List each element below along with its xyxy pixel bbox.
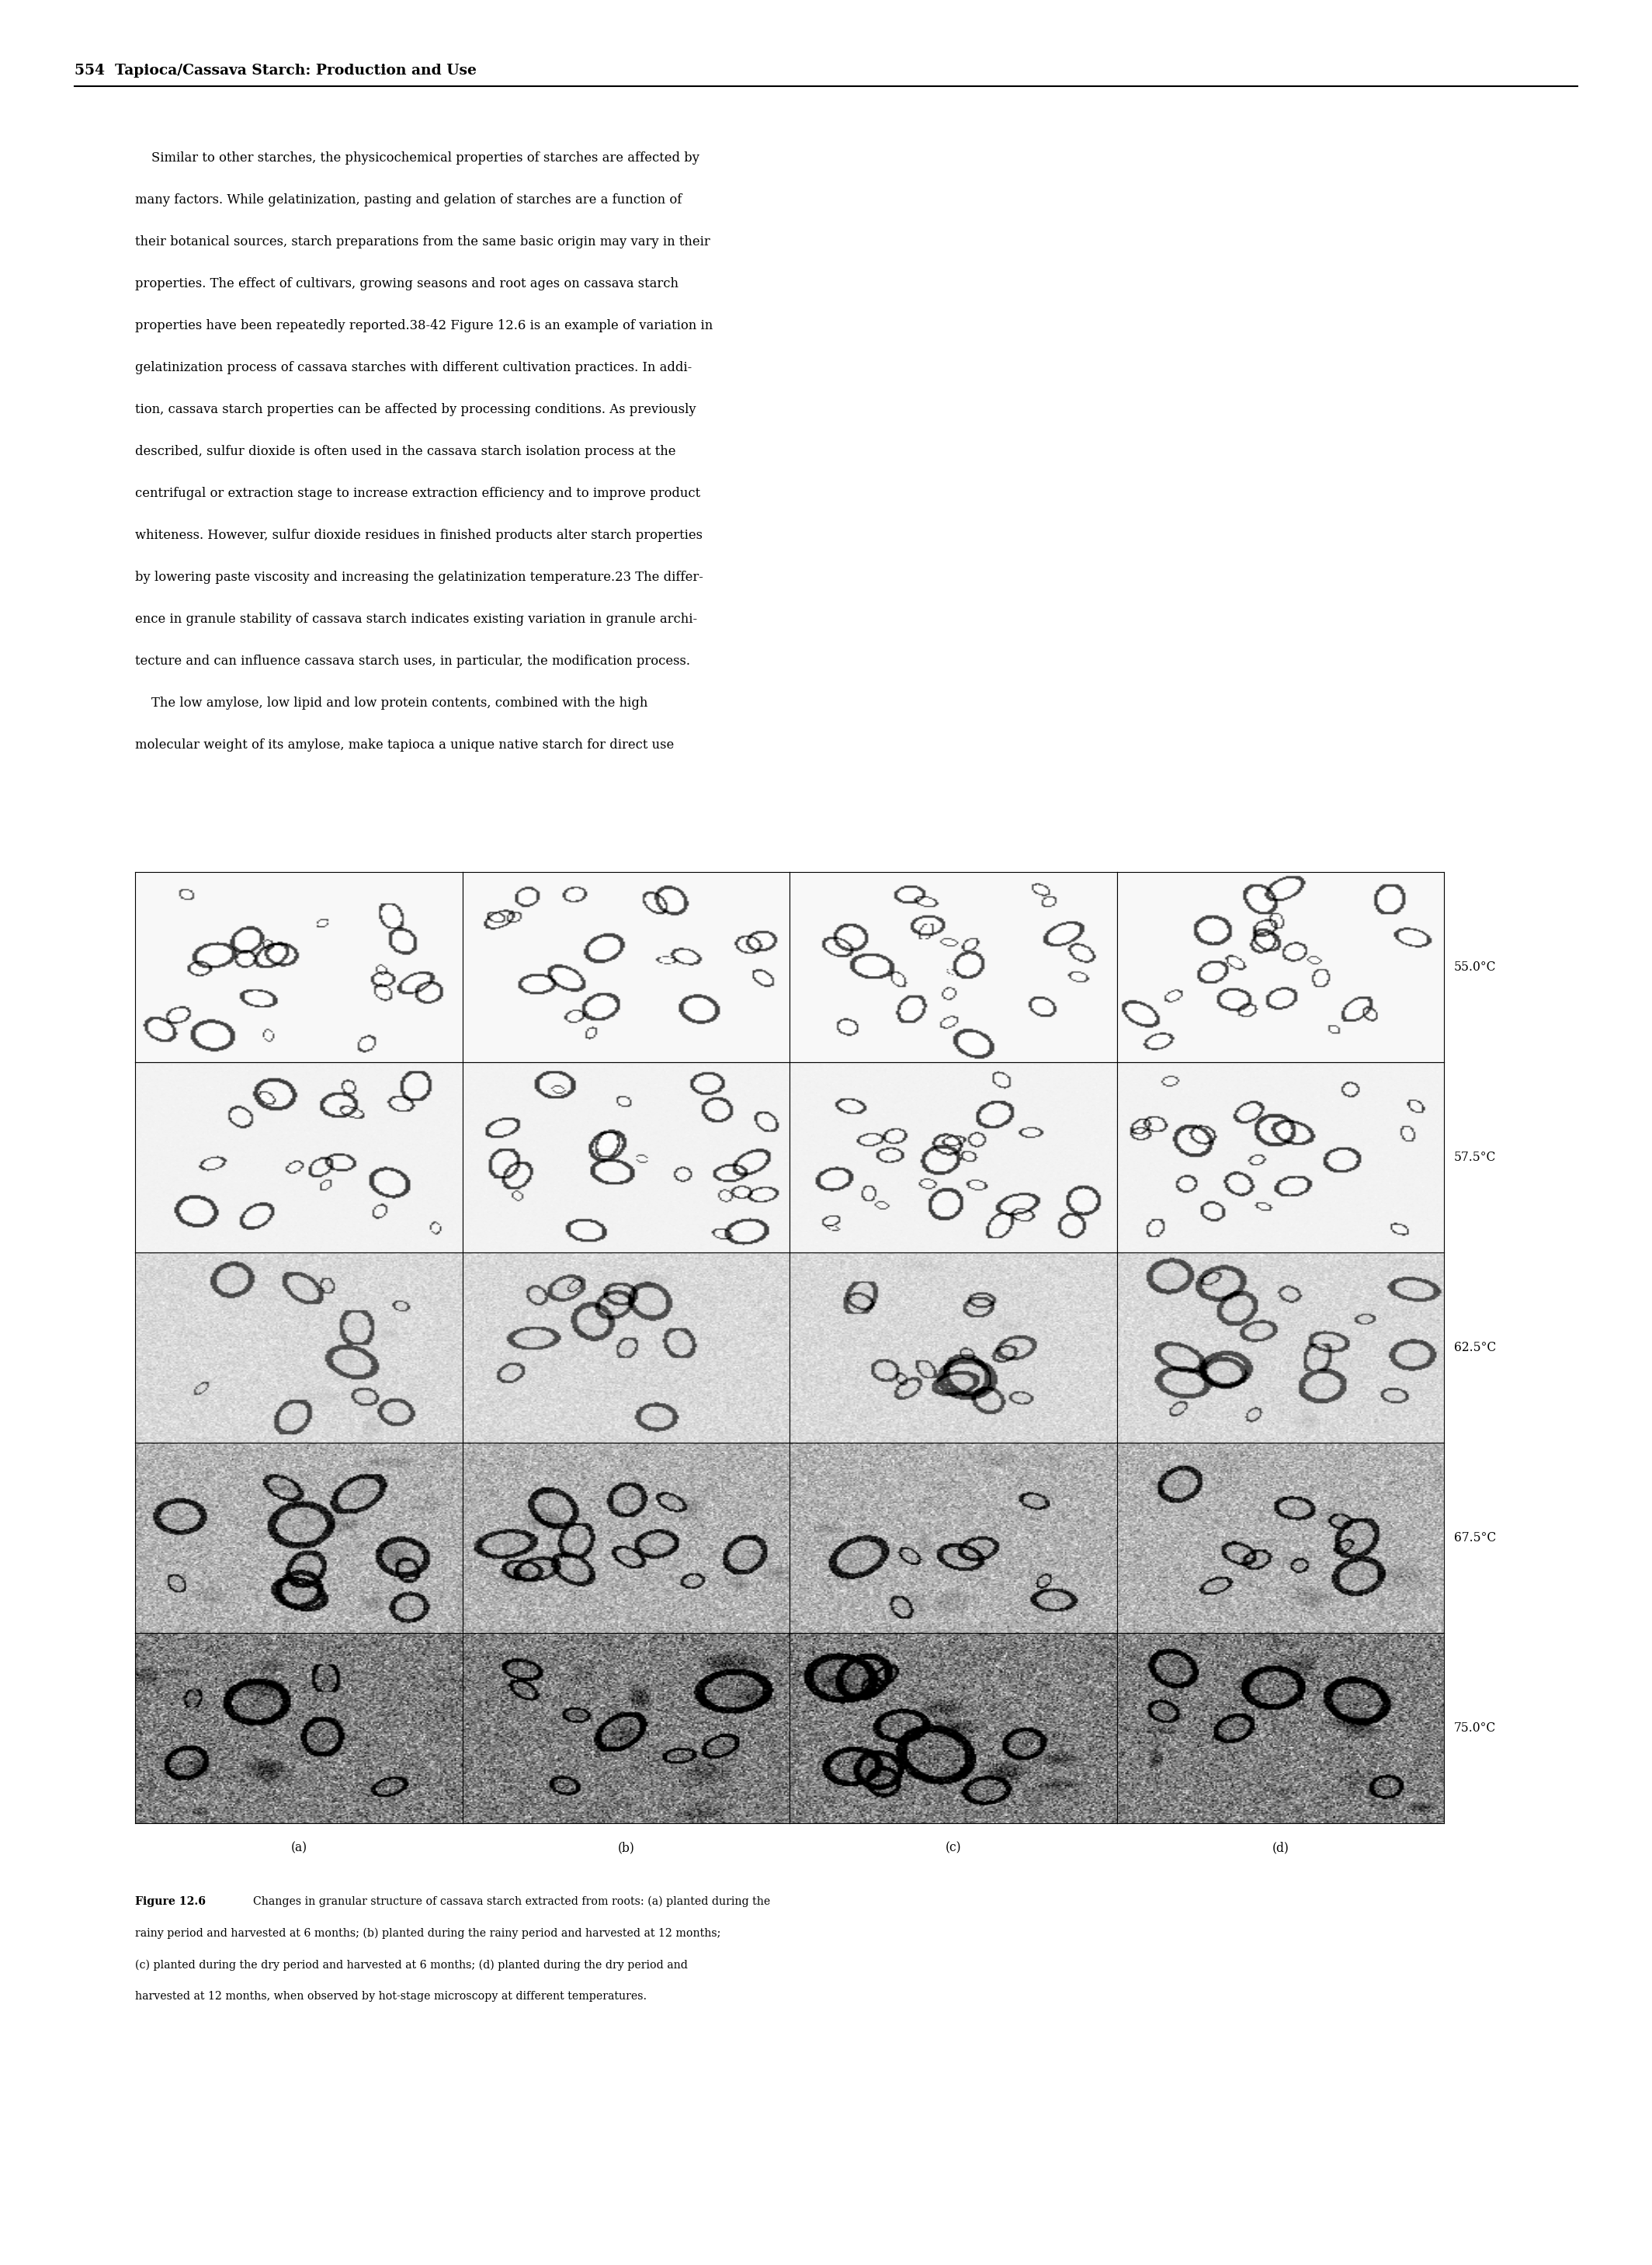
Text: whiteness. However, sulfur dioxide residues in finished products alter starch pr: whiteness. However, sulfur dioxide resid… <box>135 528 704 541</box>
Text: ence in granule stability of cassava starch indicates existing variation in gran: ence in granule stability of cassava sta… <box>135 612 697 625</box>
Text: gelatinization process of cassava starches with different cultivation practices.: gelatinization process of cassava starch… <box>135 360 692 374</box>
Text: (b): (b) <box>618 1841 634 1855</box>
Text: 55.0°C: 55.0°C <box>1454 960 1497 974</box>
Text: 57.5°C: 57.5°C <box>1454 1151 1497 1164</box>
Text: tecture and can influence cassava starch uses, in particular, the modification p: tecture and can influence cassava starch… <box>135 655 691 668</box>
Text: 554  Tapioca/Cassava Starch: Production and Use: 554 Tapioca/Cassava Starch: Production a… <box>74 63 476 77</box>
Text: (d): (d) <box>1272 1841 1289 1855</box>
Text: their botanical sources, starch preparations from the same basic origin may vary: their botanical sources, starch preparat… <box>135 236 710 249</box>
Text: properties have been repeatedly reported.38-42 Figure 12.6 is an example of vari: properties have been repeatedly reported… <box>135 319 714 333</box>
Text: harvested at 12 months, when observed by hot-stage microscopy at different tempe: harvested at 12 months, when observed by… <box>135 1991 648 2002</box>
Text: 75.0°C: 75.0°C <box>1454 1721 1495 1735</box>
Text: by lowering paste viscosity and increasing the gelatinization temperature.23 The: by lowering paste viscosity and increasi… <box>135 571 704 584</box>
Text: described, sulfur dioxide is often used in the cassava starch isolation process : described, sulfur dioxide is often used … <box>135 444 676 458</box>
Text: The low amylose, low lipid and low protein contents, combined with the high: The low amylose, low lipid and low prote… <box>135 695 648 709</box>
Text: many factors. While gelatinization, pasting and gelation of starches are a funct: many factors. While gelatinization, past… <box>135 193 682 206</box>
Text: centrifugal or extraction stage to increase extraction efficiency and to improve: centrifugal or extraction stage to incre… <box>135 487 700 501</box>
Text: (a): (a) <box>291 1841 307 1855</box>
Text: molecular weight of its amylose, make tapioca a unique native starch for direct : molecular weight of its amylose, make ta… <box>135 738 674 752</box>
Text: tion, cassava starch properties can be affected by processing conditions. As pre: tion, cassava starch properties can be a… <box>135 403 697 417</box>
Text: 67.5°C: 67.5°C <box>1454 1531 1495 1545</box>
Text: Figure 12.6: Figure 12.6 <box>135 1896 206 1907</box>
Text: (c): (c) <box>945 1841 961 1855</box>
Text: properties. The effect of cultivars, growing seasons and root ages on cassava st: properties. The effect of cultivars, gro… <box>135 276 679 290</box>
Text: Changes in granular structure of cassava starch extracted from roots: (a) plante: Changes in granular structure of cassava… <box>246 1896 770 1907</box>
Text: Similar to other starches, the physicochemical properties of starches are affect: Similar to other starches, the physicoch… <box>135 152 700 165</box>
Text: 62.5°C: 62.5°C <box>1454 1341 1495 1354</box>
Text: (c) planted during the dry period and harvested at 6 months; (d) planted during : (c) planted during the dry period and ha… <box>135 1959 689 1971</box>
Text: rainy period and harvested at 6 months; (b) planted during the rainy period and : rainy period and harvested at 6 months; … <box>135 1928 720 1939</box>
